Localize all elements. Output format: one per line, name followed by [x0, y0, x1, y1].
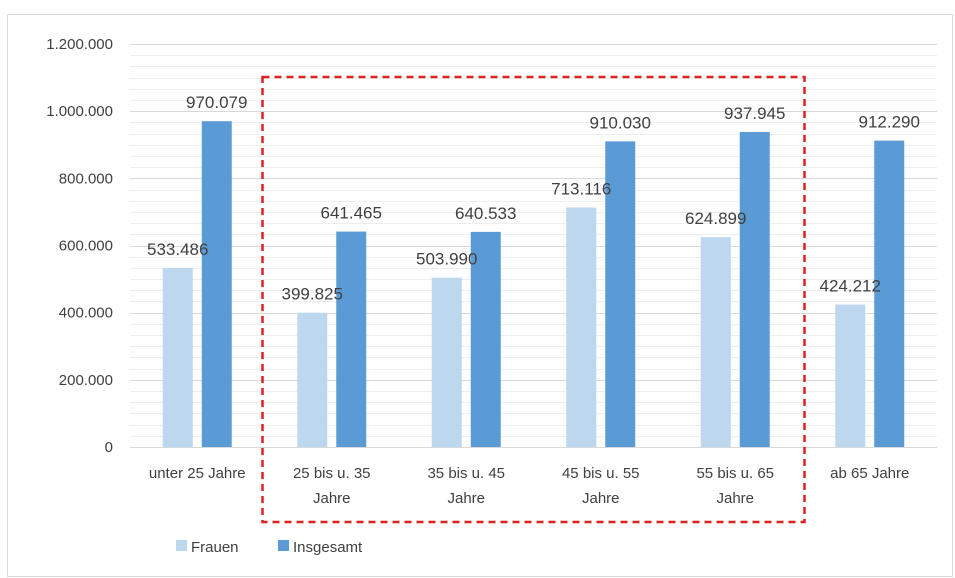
- data-label-frauen: 533.486: [147, 240, 208, 259]
- data-label-insgesamt: 970.079: [186, 93, 247, 112]
- bar-insgesamt: [201, 121, 232, 447]
- x-tick-label: ab 65 Jahre: [830, 465, 909, 482]
- bar-frauen: [431, 277, 462, 447]
- y-tick-label: 600.000: [59, 238, 113, 255]
- data-label-insgesamt: 910.030: [590, 113, 651, 132]
- x-tick-label: 45 bis u. 55: [562, 465, 640, 482]
- x-tick-label: Jahre: [582, 490, 620, 507]
- x-tick-label: 35 bis u. 45: [427, 465, 505, 482]
- chart-frame: [7, 14, 953, 577]
- data-label-insgesamt: 641.465: [321, 204, 382, 223]
- x-tick-label: Jahre: [447, 490, 485, 507]
- bar-insgesamt: [336, 231, 367, 447]
- data-label-insgesamt: 640.533: [455, 204, 516, 223]
- grid-lines: [130, 44, 937, 448]
- data-label-insgesamt: 912.290: [859, 113, 920, 132]
- bar-insgesamt: [739, 132, 770, 447]
- bar-frauen: [566, 207, 597, 447]
- bar-insgesamt: [874, 140, 905, 447]
- y-tick-label: 400.000: [59, 305, 113, 322]
- data-label-frauen: 503.990: [416, 250, 477, 269]
- x-tick-label: Jahre: [716, 490, 754, 507]
- data-label-insgesamt: 937.945: [724, 104, 785, 123]
- legend-swatch-frauen: [176, 540, 187, 551]
- highlight-box: [261, 75, 806, 524]
- bar-frauen: [700, 237, 731, 447]
- bars: [162, 121, 905, 447]
- y-tick-label: 200.000: [59, 372, 113, 389]
- highlight-group: [261, 75, 806, 524]
- x-tick-label: unter 25 Jahre: [149, 465, 246, 482]
- bar-frauen: [162, 267, 193, 447]
- x-tick-label: 55 bis u. 65: [696, 465, 774, 482]
- bar-frauen: [835, 304, 866, 447]
- y-tick-label: 1.200.000: [46, 36, 113, 53]
- bar-insgesamt: [605, 141, 636, 447]
- legend-swatch-insgesamt: [278, 540, 289, 551]
- x-axis-ticks: unter 25 Jahre 25 bis u. 35 Jahre 35 bis u.…: [149, 465, 909, 507]
- legend-label-frauen: Frauen: [191, 539, 239, 556]
- data-label-frauen: 713.116: [551, 180, 611, 199]
- data-label-frauen: 624.899: [685, 209, 746, 228]
- y-tick-label: 0: [105, 439, 113, 456]
- bar-frauen: [297, 312, 328, 447]
- data-labels: 533.486 970.079 399.825 641.465 503.990 640.5…: [147, 93, 920, 304]
- y-tick-label: 800.000: [59, 170, 113, 187]
- legend-label-insgesamt: Insgesamt: [293, 539, 363, 556]
- y-axis-ticks: 0 200.000 400.000 600.000 800.000 1.000.000 1.…: [46, 36, 113, 456]
- data-label-frauen: 399.825: [282, 285, 343, 304]
- legend: Frauen Insgesamt: [176, 539, 363, 556]
- x-tick-label: Jahre: [313, 490, 351, 507]
- data-label-frauen: 424.212: [820, 277, 881, 296]
- bar-insgesamt: [470, 231, 501, 447]
- x-tick-label: 25 bis u. 35: [293, 465, 371, 482]
- y-tick-label: 1.000.000: [46, 103, 113, 120]
